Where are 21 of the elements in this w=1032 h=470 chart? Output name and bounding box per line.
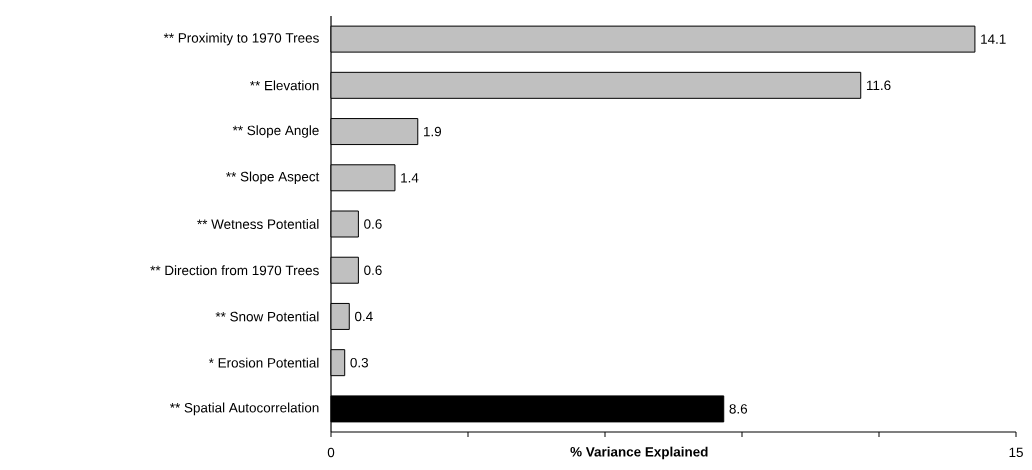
x-tick-label: 15 [1009, 447, 1023, 458]
y-tick-label: ** Direction from 1970 Trees [150, 265, 319, 276]
x-tick-label: 0 [327, 447, 335, 458]
x-axis-title: % Variance Explained [570, 446, 708, 460]
data-label: 11.6 [866, 80, 891, 91]
y-tick-label: ** Proximity to 1970 Trees [163, 32, 319, 46]
y-tick-label: ** Spatial Autocorrelation [170, 402, 319, 416]
y-tick-label: ** Wetness Potential [197, 219, 319, 229]
data-label: 1.9 [424, 126, 442, 137]
data-label: 14.1 [981, 34, 1006, 44]
y-tick-label: ** Snow Potential [215, 311, 319, 322]
y-tick-label: ** Elevation [250, 80, 319, 91]
data-label: 0.6 [364, 219, 382, 229]
data-label: 0.3 [350, 357, 369, 368]
data-label: 8.6 [729, 404, 748, 414]
data-label: 1.4 [401, 173, 419, 183]
data-label: 0.6 [364, 265, 382, 275]
y-tick-label: * Erosion Potential [208, 357, 319, 368]
y-tick-label: ** Slope Angle [232, 125, 319, 138]
y-tick-label: ** Slope Aspect [226, 171, 320, 185]
data-label: 0.4 [355, 311, 373, 322]
